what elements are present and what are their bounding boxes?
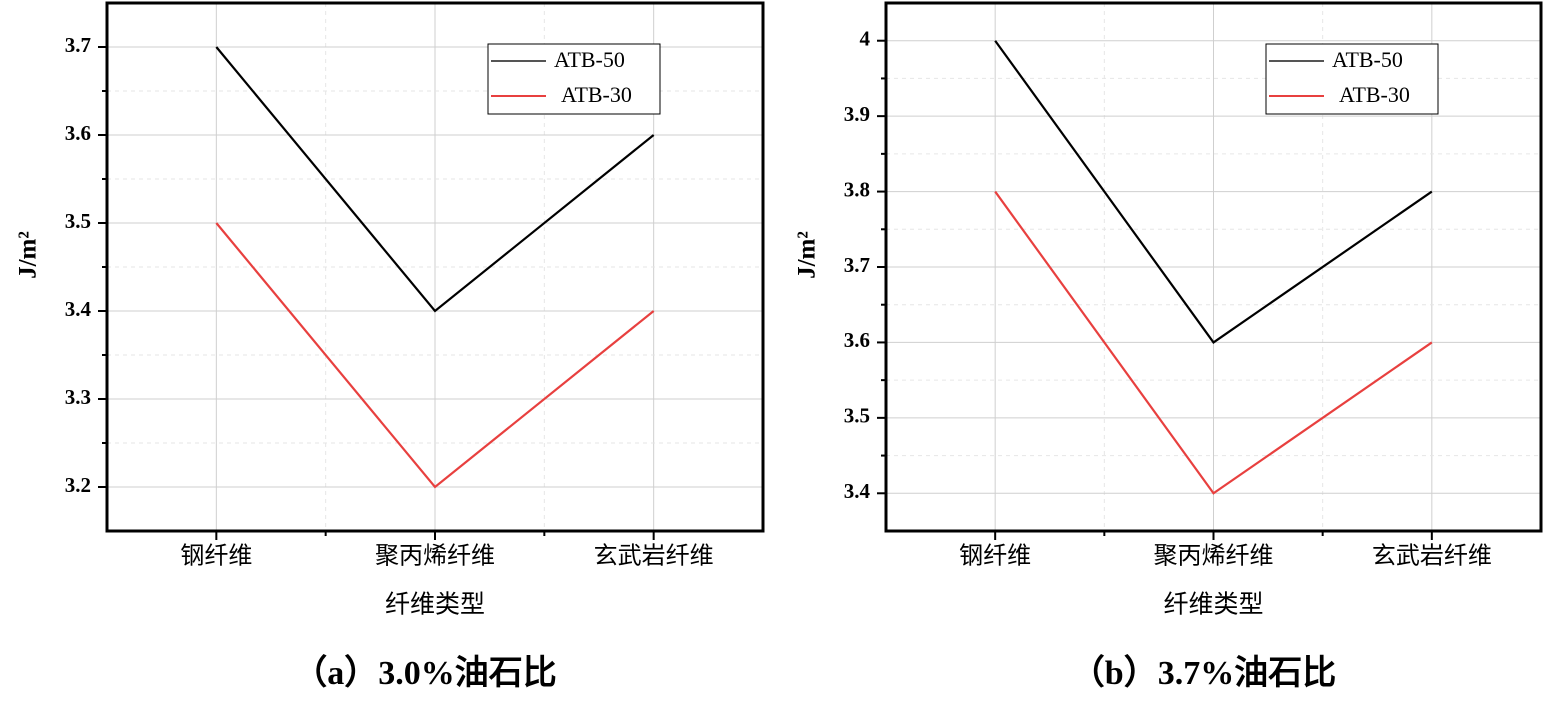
y-tick-label: 3.5	[844, 404, 870, 428]
y-tick-label: 3.6	[65, 121, 91, 145]
legend-label: ATB-30	[561, 82, 632, 107]
legend-box	[1265, 43, 1439, 115]
y-tick-label: 4	[860, 27, 871, 51]
legend-label: ATB-30	[1339, 82, 1410, 107]
y-tick-label: 3.8	[844, 177, 870, 201]
y-tick-label: 3.7	[844, 253, 870, 277]
line-series	[215, 222, 655, 489]
y-tick-label: 3.6	[844, 328, 870, 352]
y-tick-label: 3.3	[65, 385, 91, 409]
y-axis-label: J/m²	[794, 231, 821, 279]
x-tick-label: 玄武岩纤维	[594, 543, 714, 570]
plot-frame	[105, 1, 765, 533]
legend-label: ATB-50	[554, 47, 625, 72]
caption: （a）3.0%油石比	[293, 653, 557, 692]
y-tick-label: 3.9	[844, 102, 870, 126]
line-series	[994, 40, 1433, 344]
x-tick-label: 钢纤维	[180, 543, 252, 570]
x-axis-label: 纤维类型	[385, 591, 485, 619]
x-tick-label: 钢纤维	[959, 543, 1031, 570]
plot-frame	[884, 1, 1543, 533]
y-tick-label: 3.4	[65, 297, 92, 321]
x-axis-label: 纤维类型	[1163, 591, 1263, 619]
line-series	[215, 46, 655, 313]
caption: （b）3.7%油石比	[1071, 653, 1336, 692]
legend-box	[487, 43, 661, 115]
y-tick-label: 3.5	[65, 209, 91, 233]
line-series	[994, 190, 1433, 495]
y-tick-label: 3.7	[65, 33, 91, 57]
chart: 钢纤维 聚丙烯纤维 玄武岩纤维 3.4 3.5 3.6 3.7 3.8 3.9 4 ATB-50 AT…	[794, 1, 1543, 692]
x-tick-label: 玄武岩纤维	[1372, 543, 1492, 570]
chart: 钢纤维 聚丙烯纤维 玄武岩纤维 3.2 3.3 3.4 3.5 3.6 3.7 ATB-50 ATB…	[15, 1, 765, 692]
y-tick-label: 3.4	[844, 479, 871, 503]
x-tick-label: 聚丙烯纤维	[1154, 543, 1274, 570]
y-tick-label: 3.2	[65, 473, 91, 497]
x-tick-label: 聚丙烯纤维	[375, 543, 495, 570]
y-axis-label: J/m²	[15, 231, 42, 279]
legend-label: ATB-50	[1332, 47, 1403, 72]
